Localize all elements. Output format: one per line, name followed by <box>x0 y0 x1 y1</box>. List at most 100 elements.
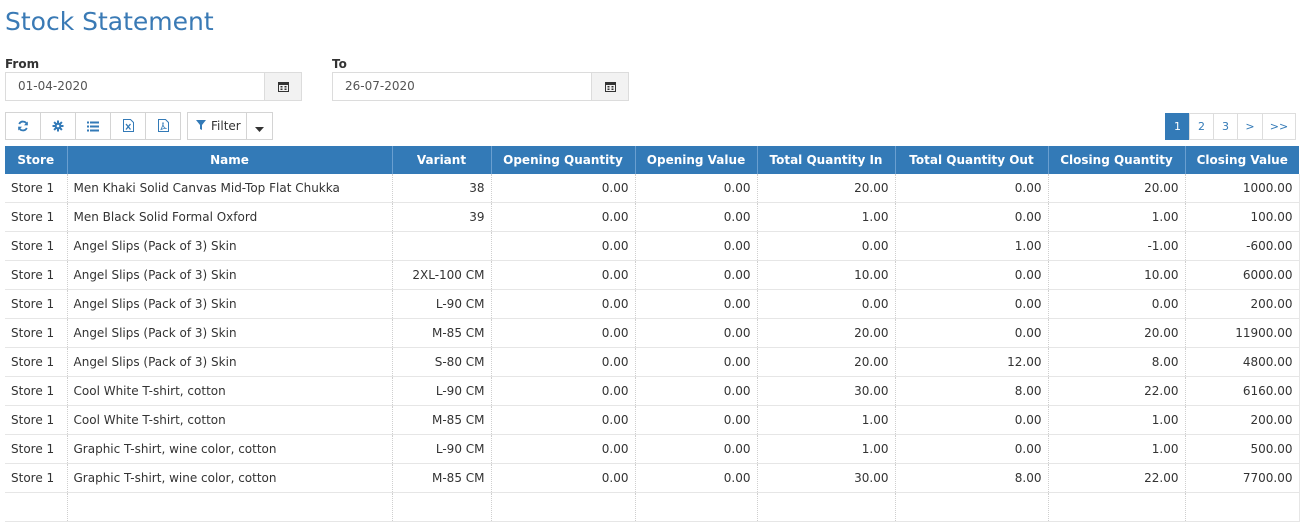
total-quantity-in-cell: 1.00 <box>757 434 896 464</box>
variant-cell: 39 <box>392 202 492 232</box>
funnel-icon <box>196 119 206 133</box>
excel-file-icon <box>122 117 134 136</box>
closing-value-cell: 7700.00 <box>1185 463 1300 493</box>
total-quantity-out-cell: 0.00 <box>895 174 1049 203</box>
column-header-store[interactable]: Store <box>5 146 67 174</box>
export-pdf-button[interactable] <box>145 112 181 140</box>
opening-quantity-cell: 0.00 <box>491 405 636 435</box>
closing-value-cell: 4800.00 <box>1185 347 1300 377</box>
closing-quantity-cell: 1.00 <box>1048 405 1186 435</box>
column-header-opening-quantity[interactable]: Opening Quantity <box>490 146 635 174</box>
opening-quantity-cell: 0.00 <box>491 347 636 377</box>
column-header-opening-value[interactable]: Opening Value <box>634 146 757 174</box>
closing-value-cell: 6000.00 <box>1185 260 1300 290</box>
column-header-total-quantity-in[interactable]: Total Quantity In <box>756 146 895 174</box>
table-row[interactable]: Store 1 Graphic T-shirt, wine color, cott… <box>5 434 1300 464</box>
table-row[interactable]: Store 1 Men Black Solid Formal Oxford 39 0.… <box>5 202 1300 232</box>
page-1-button[interactable]: 1 <box>1165 113 1190 140</box>
to-date-field[interactable] <box>332 72 629 101</box>
total-quantity-in-cell: 20.00 <box>757 347 896 377</box>
variant-cell: M-85 CM <box>392 405 492 435</box>
variant-cell: L-90 CM <box>392 434 492 464</box>
table-row[interactable]: Store 1 Cool White T-shirt, cotton L-90 CM… <box>5 376 1300 406</box>
from-label: From <box>5 57 40 71</box>
to-calendar-button[interactable] <box>591 73 628 100</box>
variant-cell: 2XL-100 CM <box>392 260 492 290</box>
total-quantity-in-cell: 1.00 <box>757 202 896 232</box>
opening-quantity-cell: 0.00 <box>491 174 636 203</box>
total-quantity-in-cell <box>757 492 896 522</box>
opening-quantity-cell: 0.00 <box>491 231 636 261</box>
total-quantity-out-cell: 0.00 <box>895 260 1049 290</box>
closing-value-cell: 200.00 <box>1185 289 1300 319</box>
table-row[interactable]: Store 1 Graphic T-shirt, wine color, cott… <box>5 463 1300 493</box>
total-quantity-in-cell: 20.00 <box>757 174 896 203</box>
variant-cell: L-90 CM <box>392 289 492 319</box>
last-page-button[interactable]: >> <box>1262 113 1296 140</box>
opening-value-cell <box>635 492 758 522</box>
table-row[interactable]: Store 1 Angel Slips (Pack of 3) Skin M-85 … <box>5 318 1300 348</box>
name-cell <box>67 492 393 522</box>
table-row[interactable]: Store 1 Cool White T-shirt, cotton M-85 CM… <box>5 405 1300 435</box>
refresh-button[interactable] <box>5 112 41 140</box>
closing-value-cell: 11900.00 <box>1185 318 1300 348</box>
opening-value-cell: 0.00 <box>635 289 758 319</box>
settings-button[interactable] <box>40 112 76 140</box>
closing-quantity-cell: 1.00 <box>1048 202 1186 232</box>
caret-down-icon <box>255 117 264 136</box>
table-row[interactable]: Store 1 Angel Slips (Pack of 3) Skin S-80 … <box>5 347 1300 377</box>
export-excel-button[interactable] <box>110 112 146 140</box>
total-quantity-out-cell: 0.00 <box>895 289 1049 319</box>
closing-quantity-cell: 10.00 <box>1048 260 1186 290</box>
page-2-button[interactable]: 2 <box>1189 113 1214 140</box>
from-calendar-button[interactable] <box>264 73 301 100</box>
closing-quantity-cell <box>1048 492 1186 522</box>
store-cell: Store 1 <box>5 174 68 203</box>
closing-value-cell: 200.00 <box>1185 405 1300 435</box>
store-cell: Store 1 <box>5 202 68 232</box>
filter-dropdown-toggle[interactable] <box>247 113 272 139</box>
opening-quantity-cell: 0.00 <box>491 289 636 319</box>
from-date-field[interactable] <box>5 72 302 101</box>
from-date-input[interactable] <box>6 73 264 100</box>
name-cell: Cool White T-shirt, cotton <box>67 376 393 406</box>
list-icon <box>87 117 99 136</box>
table-row[interactable] <box>5 492 1300 522</box>
total-quantity-out-cell: 8.00 <box>895 463 1049 493</box>
variant-cell <box>392 231 492 261</box>
variant-cell: M-85 CM <box>392 463 492 493</box>
page-3-button[interactable]: 3 <box>1213 113 1238 140</box>
total-quantity-in-cell: 30.00 <box>757 376 896 406</box>
name-cell: Angel Slips (Pack of 3) Skin <box>67 231 393 261</box>
filter-button[interactable]: Filter <box>188 113 247 139</box>
closing-value-cell: 100.00 <box>1185 202 1300 232</box>
store-cell: Store 1 <box>5 289 68 319</box>
table-row[interactable]: Store 1 Angel Slips (Pack of 3) Skin 0.00 0… <box>5 231 1300 261</box>
opening-quantity-cell: 0.00 <box>491 318 636 348</box>
list-view-button[interactable] <box>75 112 111 140</box>
column-header-closing-value[interactable]: Closing Value <box>1184 146 1299 174</box>
column-header-total-quantity-out[interactable]: Total Quantity Out <box>894 146 1048 174</box>
table-row[interactable]: Store 1 Men Khaki Solid Canvas Mid-Top Fl… <box>5 174 1300 203</box>
next-page-button[interactable]: > <box>1237 113 1263 140</box>
opening-value-cell: 0.00 <box>635 318 758 348</box>
store-cell: Store 1 <box>5 405 68 435</box>
total-quantity-in-cell: 30.00 <box>757 463 896 493</box>
opening-value-cell: 0.00 <box>635 174 758 203</box>
table-row[interactable]: Store 1 Angel Slips (Pack of 3) Skin 2XL-1… <box>5 260 1300 290</box>
closing-quantity-cell: 1.00 <box>1048 434 1186 464</box>
to-date-input[interactable] <box>333 73 591 100</box>
closing-quantity-cell: 22.00 <box>1048 463 1186 493</box>
total-quantity-out-cell: 12.00 <box>895 347 1049 377</box>
column-header-closing-quantity[interactable]: Closing Quantity <box>1047 146 1185 174</box>
opening-value-cell: 0.00 <box>635 202 758 232</box>
opening-quantity-cell: 0.00 <box>491 463 636 493</box>
name-cell: Men Black Solid Formal Oxford <box>67 202 393 232</box>
table-row[interactable]: Store 1 Angel Slips (Pack of 3) Skin L-90 … <box>5 289 1300 319</box>
column-header-variant[interactable]: Variant <box>391 146 491 174</box>
filter-label: Filter <box>211 119 241 133</box>
column-header-name[interactable]: Name <box>66 146 392 174</box>
page-title: Stock Statement <box>5 7 214 36</box>
total-quantity-out-cell: 0.00 <box>895 318 1049 348</box>
gear-icon <box>52 117 64 136</box>
